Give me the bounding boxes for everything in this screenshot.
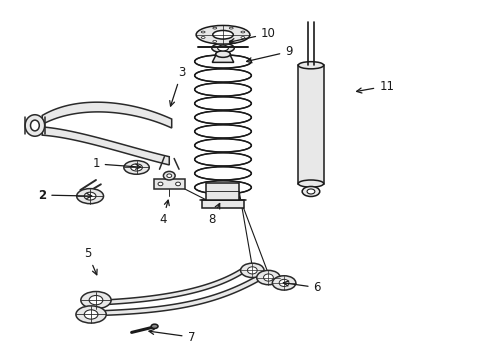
Text: 7: 7 — [149, 329, 195, 343]
Ellipse shape — [195, 139, 251, 152]
Ellipse shape — [25, 115, 45, 136]
Text: 4: 4 — [159, 200, 169, 226]
Ellipse shape — [195, 181, 251, 194]
Ellipse shape — [241, 263, 264, 278]
Ellipse shape — [84, 310, 98, 319]
Polygon shape — [212, 54, 234, 62]
Ellipse shape — [195, 111, 251, 124]
Text: 9: 9 — [246, 45, 293, 63]
Ellipse shape — [30, 120, 39, 131]
Ellipse shape — [241, 37, 245, 39]
Ellipse shape — [213, 27, 217, 29]
Ellipse shape — [76, 306, 106, 323]
Text: 8: 8 — [208, 203, 220, 226]
Ellipse shape — [216, 51, 230, 57]
Ellipse shape — [175, 182, 180, 186]
Ellipse shape — [195, 125, 251, 138]
Bar — [298, 65, 324, 184]
Ellipse shape — [229, 40, 233, 42]
Ellipse shape — [307, 189, 315, 194]
Ellipse shape — [212, 43, 234, 53]
Ellipse shape — [81, 292, 111, 309]
Ellipse shape — [201, 37, 205, 39]
Ellipse shape — [298, 62, 324, 69]
Ellipse shape — [213, 31, 233, 39]
Polygon shape — [96, 272, 264, 316]
Text: 6: 6 — [283, 281, 321, 294]
Ellipse shape — [195, 55, 251, 68]
Ellipse shape — [279, 279, 289, 287]
Ellipse shape — [257, 270, 280, 285]
Ellipse shape — [124, 161, 149, 174]
Ellipse shape — [218, 45, 228, 51]
Ellipse shape — [213, 40, 217, 42]
Ellipse shape — [264, 274, 273, 281]
Bar — [202, 200, 244, 208]
Text: 11: 11 — [357, 80, 394, 93]
Ellipse shape — [195, 167, 251, 180]
Polygon shape — [101, 265, 246, 305]
Text: 10: 10 — [229, 27, 276, 44]
Ellipse shape — [195, 69, 251, 82]
Ellipse shape — [131, 164, 143, 171]
Ellipse shape — [195, 97, 251, 110]
Bar — [154, 179, 185, 189]
Ellipse shape — [272, 276, 296, 290]
Ellipse shape — [298, 180, 324, 187]
Ellipse shape — [76, 189, 103, 204]
Text: 2: 2 — [38, 189, 92, 202]
Text: 5: 5 — [84, 247, 97, 275]
Ellipse shape — [167, 174, 172, 177]
Ellipse shape — [229, 27, 233, 29]
Text: 3: 3 — [170, 66, 185, 106]
Ellipse shape — [89, 296, 103, 305]
Ellipse shape — [201, 31, 205, 33]
Ellipse shape — [151, 324, 158, 328]
Ellipse shape — [195, 153, 251, 166]
Ellipse shape — [302, 186, 320, 197]
Polygon shape — [42, 127, 169, 165]
Ellipse shape — [163, 171, 175, 180]
Ellipse shape — [195, 83, 251, 96]
Text: 1: 1 — [92, 157, 141, 170]
Ellipse shape — [247, 267, 257, 274]
Ellipse shape — [196, 26, 250, 44]
Ellipse shape — [158, 182, 163, 186]
Ellipse shape — [84, 192, 96, 200]
Polygon shape — [42, 102, 172, 128]
Ellipse shape — [241, 31, 245, 33]
Bar — [206, 183, 239, 200]
